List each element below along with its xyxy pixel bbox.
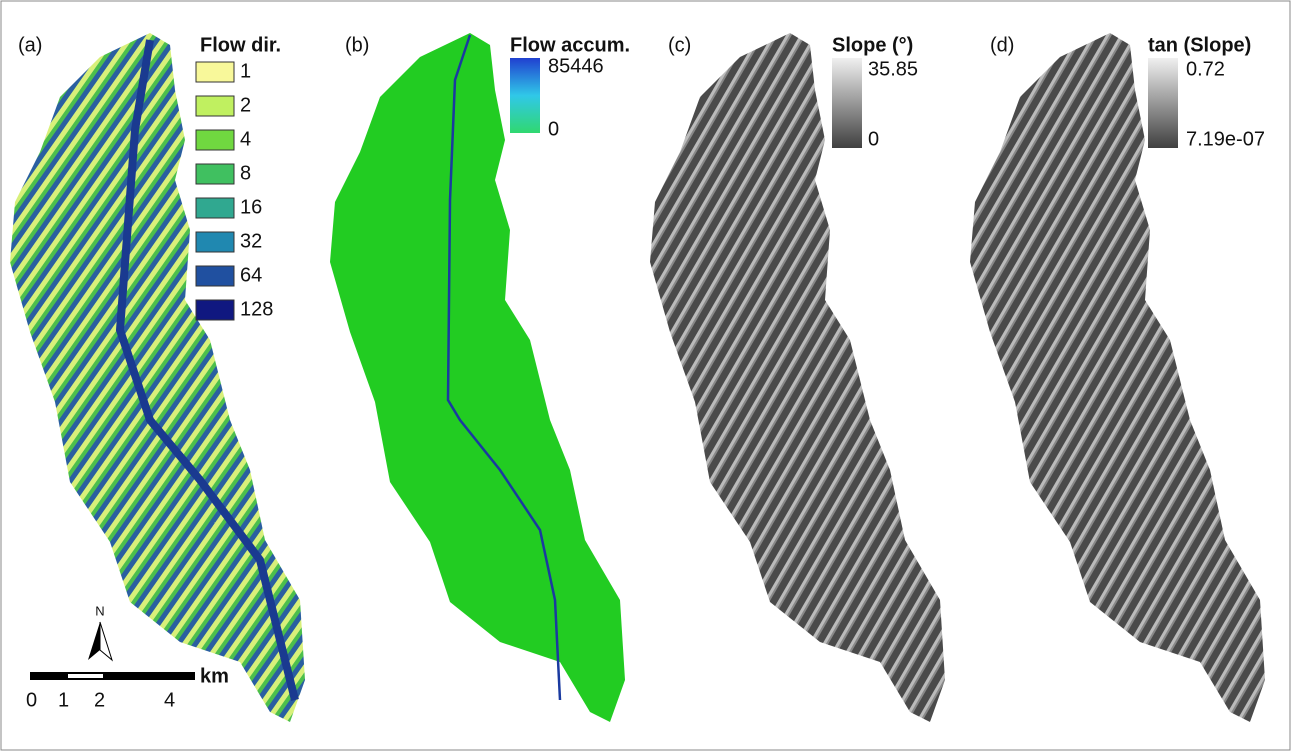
legend-title: Slope (°) [832,34,913,56]
legend-label: 32 [240,230,262,252]
scale-label: 2 [94,689,105,711]
legend-swatch [196,130,234,150]
legend-title: tan (Slope) [1148,34,1251,56]
legend-label: 128 [240,298,273,320]
legend-label: 4 [240,128,251,150]
legend-label: 2 [240,94,251,116]
scale-unit: km [200,665,229,687]
legend-min: 0 [868,128,879,150]
legend-min: 0 [548,118,559,140]
legend-swatch [196,96,234,116]
panel-label: (c) [668,34,691,56]
legend-max: 85446 [548,55,604,77]
legend-max: 35.85 [868,58,918,80]
legend-label: 8 [240,162,251,184]
legend-min: 7.19e-07 [1186,128,1265,150]
legend-swatch [196,232,234,252]
scale-label: 4 [164,689,175,711]
panel-label: (d) [990,34,1014,56]
legend-title: Flow dir. [200,34,281,56]
legend-title: Flow accum. [510,34,630,56]
legend-max: 0.72 [1186,58,1225,80]
legend-swatch [196,198,234,218]
color-bar [510,58,540,133]
scale-label: 0 [26,689,37,711]
legend-label: 1 [240,60,251,82]
panel-label: (b) [345,34,369,56]
color-bar [1148,58,1178,148]
north-label: N [95,603,104,618]
legend-swatch [196,266,234,286]
scale-label: 1 [58,689,69,711]
legend-label: 64 [240,264,262,286]
legend-swatch [196,62,234,82]
panel-label: (a) [18,34,42,56]
legend-swatch [196,300,234,320]
legend-swatch [196,164,234,184]
legend-label: 16 [240,196,262,218]
figure: (a) Flow dir. 1 2 4 8 16 32 64 128 0 1 2 4 km N… [0,0,1291,751]
color-bar [832,58,862,148]
